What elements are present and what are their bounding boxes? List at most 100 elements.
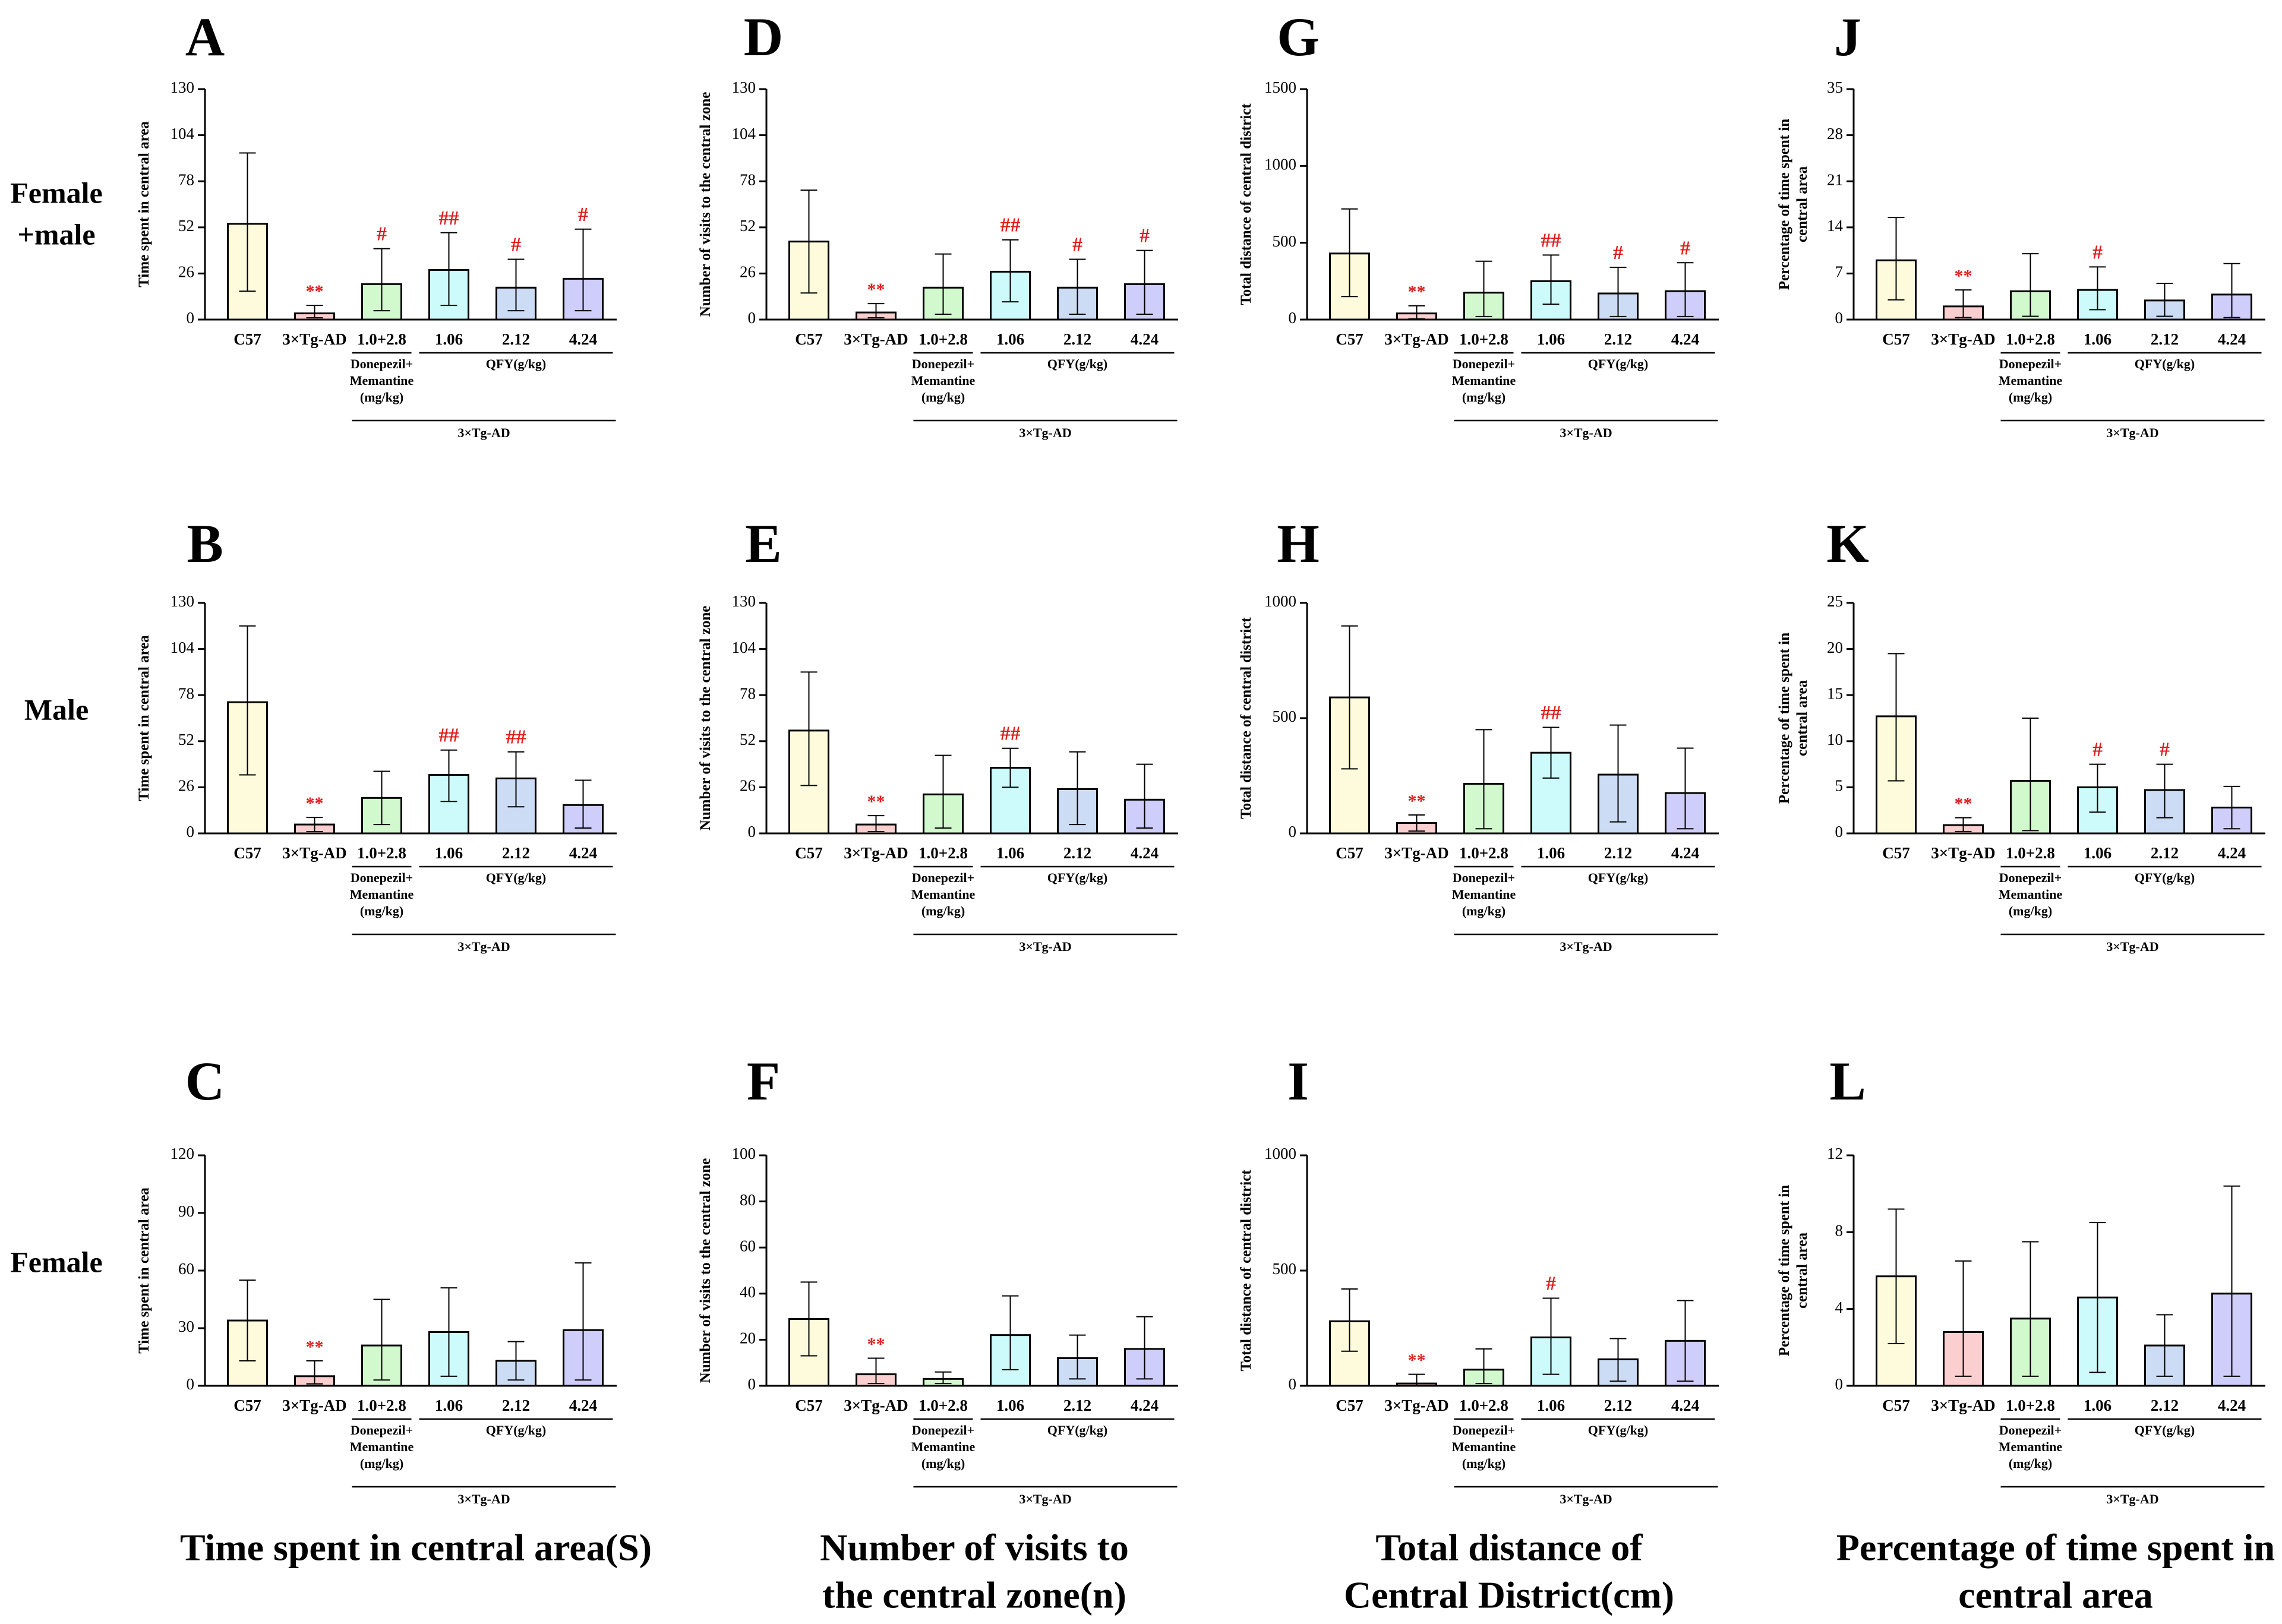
- positive-control-label: Donepezil+: [1453, 356, 1515, 371]
- positive-control-label: Donepezil+: [1999, 870, 2062, 885]
- positive-control-label: Memantine: [911, 887, 976, 902]
- category-label: C57: [233, 844, 261, 862]
- panel-letter: C: [185, 1051, 225, 1111]
- y-tick-label: 14: [1827, 217, 1844, 235]
- model-label: 3×Tg-AD: [2106, 939, 2158, 954]
- y-tick-label: 26: [178, 263, 194, 281]
- category-label: 1.06: [2084, 1396, 2111, 1414]
- y-tick-label: 500: [1273, 707, 1297, 725]
- y-axis-label-line: central area: [1794, 166, 1810, 242]
- column-titles: Time spent in central area(S) Number of v…: [180, 1527, 2275, 1616]
- y-tick-label: 0: [748, 309, 756, 327]
- significance-mark: **: [1408, 1351, 1426, 1370]
- category-label: 1.0+2.8: [357, 844, 406, 862]
- category-label: 4.24: [1671, 1396, 1699, 1414]
- category-label: C57: [795, 844, 823, 862]
- category-label: C57: [233, 1396, 261, 1414]
- y-tick-label: 104: [171, 639, 195, 656]
- y-axis-label: Total distance of central district: [1238, 1170, 1254, 1372]
- y-tick-label: 1000: [1264, 156, 1296, 173]
- significance-mark: **: [306, 1337, 324, 1357]
- y-tick-label: 0: [748, 823, 756, 841]
- category-label: 1.06: [996, 330, 1024, 348]
- positive-control-label: Memantine: [1999, 887, 2063, 902]
- y-tick-label: 15: [1827, 684, 1843, 702]
- drug-label: QFY(g/kg): [2135, 870, 2195, 885]
- panel-k: K 0 5 10 15 20 25 Percentage of time spent in ce…: [1776, 513, 2265, 954]
- category-label: 1.06: [2084, 844, 2111, 862]
- y-tick-label: 104: [732, 125, 756, 143]
- category-label: 4.24: [2218, 1396, 2246, 1414]
- y-tick-label: 20: [1827, 639, 1843, 656]
- positive-control-label: Memantine: [1452, 1439, 1516, 1454]
- category-label: 1.0+2.8: [919, 330, 968, 348]
- row-label: Female: [10, 1245, 102, 1278]
- panel-c: C 0 30 60 90 120 Time spent in central area C57…: [136, 1051, 617, 1506]
- positive-control-label: Donepezil+: [912, 870, 974, 885]
- category-label: 2.12: [1063, 330, 1091, 348]
- row-label: Female: [10, 176, 102, 209]
- category-label: 4.24: [1671, 844, 1699, 862]
- category-label: 4.24: [1671, 330, 1699, 348]
- positive-control-label: (mg/kg): [1462, 390, 1505, 405]
- category-label: 1.06: [435, 330, 463, 348]
- positive-control-label: (mg/kg): [360, 390, 403, 405]
- y-tick-label: 78: [740, 170, 756, 188]
- significance-mark: **: [306, 282, 324, 301]
- y-tick-label: 40: [740, 1283, 756, 1301]
- category-label: 3×Tg-AD: [1384, 844, 1448, 862]
- y-axis-label: Percentage of time spent in central area: [1776, 1185, 1810, 1356]
- category-label: 3×Tg-AD: [1931, 330, 1995, 348]
- significance-mark: ##: [1000, 723, 1021, 745]
- category-label: 1.0+2.8: [1459, 1396, 1508, 1414]
- y-tick-label: 52: [178, 217, 194, 235]
- significance-mark: **: [306, 794, 324, 813]
- significance-mark: #: [578, 204, 588, 226]
- y-tick-label: 8: [1835, 1222, 1844, 1240]
- y-tick-label: 21: [1827, 170, 1843, 188]
- y-axis-label: Time spent in central area: [136, 635, 152, 801]
- category-label: C57: [1882, 844, 1910, 862]
- model-label: 3×Tg-AD: [1560, 425, 1612, 440]
- column-title: Central District(cm): [1344, 1574, 1674, 1616]
- y-axis-label: Number of visits to the central zone: [697, 1158, 714, 1383]
- y-tick-label: 52: [740, 217, 756, 235]
- y-axis-label-line: central area: [1794, 680, 1810, 756]
- y-tick-label: 1500: [1264, 78, 1296, 96]
- y-tick-label: 104: [732, 639, 756, 656]
- category-label: 1.0+2.8: [1459, 330, 1508, 348]
- positive-control-label: (mg/kg): [2009, 1456, 2052, 1471]
- significance-mark: #: [2160, 739, 2170, 761]
- significance-mark: #: [1680, 237, 1690, 259]
- y-tick-label: 26: [740, 263, 756, 281]
- y-tick-label: 78: [178, 170, 194, 188]
- y-tick-label: 130: [732, 592, 756, 610]
- category-label: C57: [1336, 330, 1363, 348]
- positive-control-label: Memantine: [350, 887, 414, 902]
- panel-letter: B: [187, 513, 223, 574]
- positive-control-label: (mg/kg): [2009, 903, 2052, 918]
- category-label: C57: [1882, 330, 1910, 348]
- drug-label: QFY(g/kg): [1047, 870, 1107, 885]
- y-tick-label: 26: [178, 777, 194, 795]
- category-label: 4.24: [1131, 330, 1159, 348]
- drug-label: QFY(g/kg): [486, 870, 546, 885]
- row-label: +male: [17, 217, 95, 251]
- y-tick-label: 12: [1827, 1145, 1843, 1162]
- significance-mark: ##: [439, 725, 459, 747]
- significance-mark: #: [2092, 739, 2103, 761]
- positive-control-label: Donepezil+: [1999, 356, 2062, 371]
- positive-control-label: Memantine: [1452, 373, 1516, 388]
- panel-a: A 0 26 52 78 104 130 Time spent in central area…: [136, 7, 617, 440]
- y-axis-label-line: Percentage of time spent in: [1776, 633, 1792, 804]
- positive-control-label: (mg/kg): [360, 1456, 403, 1471]
- y-tick-label: 30: [178, 1317, 194, 1335]
- y-tick-label: 90: [178, 1202, 194, 1220]
- category-label: 2.12: [1063, 1396, 1091, 1414]
- category-label: 1.0+2.8: [2006, 844, 2055, 862]
- category-label: 1.0+2.8: [2006, 330, 2055, 348]
- model-label: 3×Tg-AD: [1019, 1492, 1071, 1506]
- y-tick-label: 130: [171, 78, 195, 96]
